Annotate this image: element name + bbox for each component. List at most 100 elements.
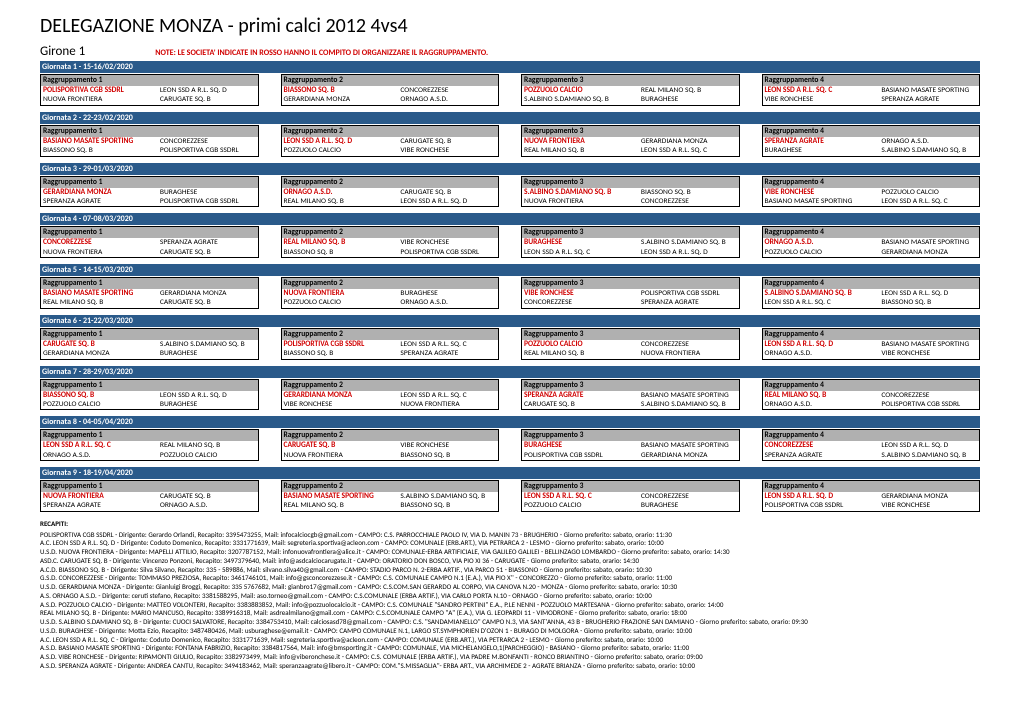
team-a: S.ALBINO S.DAMIANO SQ. B <box>765 289 882 298</box>
team-a: REAL MILANO SQ. B <box>43 298 160 307</box>
group-header: Raggruppamento 2 <box>282 177 499 188</box>
recapiti-title: RECAPITI: <box>40 520 980 529</box>
team-a: LEON SSD A R.L. SQ. C <box>524 492 641 501</box>
giornata-header: Giornata 8 - 04-05/04/2020 <box>40 416 980 428</box>
team-a: SPERANZA AGRATE <box>765 137 882 146</box>
groups-row: Raggruppamento 1NUOVA FRONTIERACARUGATE … <box>40 480 980 512</box>
match-row: LEON SSD A R.L. SQ. CLEON SSD A R.L. SQ.… <box>522 248 739 257</box>
team-a: NUOVA FRONTIERA <box>43 248 160 257</box>
group-header: Raggruppamento 3 <box>522 126 739 137</box>
team-b: VIBE RONCHESE <box>400 146 496 155</box>
team-b: SPERANZA AGRATE <box>400 349 496 358</box>
group: Raggruppamento 3VIBE RONCHESEPOLISPORTIV… <box>521 277 740 309</box>
match-row: BIASSONO SQ. BPOLISPORTIVA CGB SSDRL <box>282 248 499 257</box>
girone-row: Girone 1 NOTE: LE SOCIETA' INDICATE IN R… <box>40 44 980 59</box>
group-header: Raggruppamento 1 <box>41 126 258 137</box>
team-a: POLISPORTIVA CGB SSDRL <box>765 501 882 510</box>
group: Raggruppamento 2NUOVA FRONTIERABURAGHESE… <box>281 277 500 309</box>
group: Raggruppamento 1CONCOREZZESESPERANZA AGR… <box>40 226 259 258</box>
group: Raggruppamento 1GERARDIANA MONZABURAGHES… <box>40 176 259 208</box>
recapito-line: A.S.D. SPERANZA AGRATE - Dirigente: ANDR… <box>40 662 980 671</box>
team-a: NUOVA FRONTIERA <box>284 451 401 460</box>
team-b: BASIANO MASATE SPORTING <box>641 391 737 400</box>
team-a: GERARDIANA MONZA <box>43 349 160 358</box>
match-row: ORNAGO A.S.D.BASIANO MASATE SPORTING <box>763 238 980 247</box>
team-a: POZZUOLO CALCIO <box>765 248 882 257</box>
group: Raggruppamento 1BIASSONO SQ. BLEON SSD A… <box>40 379 259 411</box>
team-a: LEON SSD A R.L. SQ. D <box>765 340 882 349</box>
team-b: NUOVA FRONTIERA <box>641 349 737 358</box>
giornata-header: Giornata 7 - 28-29/03/2020 <box>40 366 980 378</box>
team-b: GERARDIANA MONZA <box>160 289 256 298</box>
match-row: NUOVA FRONTIERAGERARDIANA MONZA <box>522 137 739 146</box>
team-a: LEON SSD A R.L. SQ. C <box>765 298 882 307</box>
team-a: CONCOREZZESE <box>765 441 882 450</box>
group: Raggruppamento 4LEON SSD A R.L. SQ. DBAS… <box>762 328 981 360</box>
group-header: Raggruppamento 1 <box>41 278 258 289</box>
team-a: GERARDIANA MONZA <box>284 391 401 400</box>
team-a: ORNAGO A.S.D. <box>43 451 160 460</box>
match-row: REAL MILANO SQ. BVIBE RONCHESE <box>282 238 499 247</box>
team-b: CARUGATE SQ. B <box>400 188 496 197</box>
team-a: NUOVA FRONTIERA <box>524 197 641 206</box>
team-b: BIASSONO SQ. B <box>400 451 496 460</box>
group-header: Raggruppamento 1 <box>41 380 258 391</box>
group: Raggruppamento 1LEON SSD A R.L. SQ. CREA… <box>40 429 259 461</box>
groups-row: Raggruppamento 1LEON SSD A R.L. SQ. CREA… <box>40 429 980 461</box>
group: Raggruppamento 4LEON SSD A R.L. SQ. CBAS… <box>762 74 981 106</box>
team-b: BASIANO MASATE SPORTING <box>881 238 977 247</box>
team-a: S.ALBINO S.DAMIANO SQ. B <box>524 95 641 104</box>
giornata-header: Giornata 3 - 29-01/03/2020 <box>40 163 980 175</box>
giornata: Giornata 7 - 28-29/03/2020Raggruppamento… <box>40 366 980 411</box>
match-row: CARUGATE SQ. BS.ALBINO S.DAMIANO SQ. B <box>41 340 258 349</box>
team-a: GERARDIANA MONZA <box>43 188 160 197</box>
match-row: SPERANZA AGRATES.ALBINO S.DAMIANO SQ. B <box>763 451 980 460</box>
group: Raggruppamento 2BASIANO MASATE SPORTINGS… <box>281 480 500 512</box>
group: Raggruppamento 4SPERANZA AGRATEORNAGO A.… <box>762 125 981 157</box>
group: Raggruppamento 2POLISPORTIVA CGB SSDRLLE… <box>281 328 500 360</box>
girone-label: Girone 1 <box>40 44 85 59</box>
recapiti-section: RECAPITI: POLISPORTIVA CGB SSDRL - Dirig… <box>40 520 980 671</box>
group-header: Raggruppamento 2 <box>282 75 499 86</box>
team-b: S.ALBINO S.DAMIANO SQ. B <box>641 238 737 247</box>
team-a: POZZUOLO CALCIO <box>43 400 160 409</box>
team-b: CONCOREZZESE <box>400 86 496 95</box>
group-header: Raggruppamento 2 <box>282 430 499 441</box>
group: Raggruppamento 2CARUGATE SQ. BVIBE RONCH… <box>281 429 500 461</box>
match-row: POZZUOLO CALCIOVIBE RONCHESE <box>282 146 499 155</box>
group: Raggruppamento 3SPERANZA AGRATEBASIANO M… <box>521 379 740 411</box>
match-row: BURAGHESEBASIANO MASATE SPORTING <box>522 441 739 450</box>
match-row: BASIANO MASATE SPORTINGLEON SSD A R.L. S… <box>763 197 980 206</box>
team-a: LEON SSD A R.L. SQ. C <box>765 86 882 95</box>
group-header: Raggruppamento 4 <box>763 329 980 340</box>
team-b: BASIANO MASATE SPORTING <box>881 86 977 95</box>
group-header: Raggruppamento 2 <box>282 380 499 391</box>
group: Raggruppamento 1CARUGATE SQ. BS.ALBINO S… <box>40 328 259 360</box>
team-b: LEON SSD A R.L. SQ. D <box>160 391 256 400</box>
match-row: POZZUOLO CALCIOBURAGHESE <box>41 400 258 409</box>
match-row: SPERANZA AGRATEPOLISPORTIVA CGB SSDRL <box>41 197 258 206</box>
team-b: BURAGHESE <box>641 501 737 510</box>
giornata: Giornata 9 - 18-19/04/2020Raggruppamento… <box>40 467 980 512</box>
group: Raggruppamento 3LEON SSD A R.L. SQ. CCON… <box>521 480 740 512</box>
team-b: LEON SSD A R.L. SQ. C <box>400 391 496 400</box>
group-header: Raggruppamento 1 <box>41 481 258 492</box>
giornata: Giornata 1 - 15-16/02/2020Raggruppamento… <box>40 61 980 106</box>
match-row: CONCOREZZESESPERANZA AGRATE <box>41 238 258 247</box>
group-header: Raggruppamento 2 <box>282 278 499 289</box>
match-row: REAL MILANO SQ. BLEON SSD A R.L. SQ. C <box>522 146 739 155</box>
giornata-header: Giornata 5 - 14-15/03/2020 <box>40 264 980 276</box>
giornata: Giornata 2 - 22-23/02/2020Raggruppamento… <box>40 112 980 157</box>
team-a: CARUGATE SQ. B <box>43 340 160 349</box>
team-a: LEON SSD A R.L. SQ. C <box>43 441 160 450</box>
team-a: POZZUOLO CALCIO <box>524 501 641 510</box>
team-a: CONCOREZZESE <box>43 238 160 247</box>
team-a: CONCOREZZESE <box>524 298 641 307</box>
match-row: POZZUOLO CALCIOREAL MILANO SQ. B <box>522 86 739 95</box>
group-header: Raggruppamento 4 <box>763 126 980 137</box>
team-b: POZZUOLO CALCIO <box>160 451 256 460</box>
match-row: LEON SSD A R.L. SQ. CCONCOREZZESE <box>522 492 739 501</box>
note-text: NOTE: LE SOCIETA' INDICATE IN ROSSO HANN… <box>155 48 488 58</box>
group-header: Raggruppamento 4 <box>763 227 980 238</box>
team-b: SPERANZA AGRATE <box>641 298 737 307</box>
